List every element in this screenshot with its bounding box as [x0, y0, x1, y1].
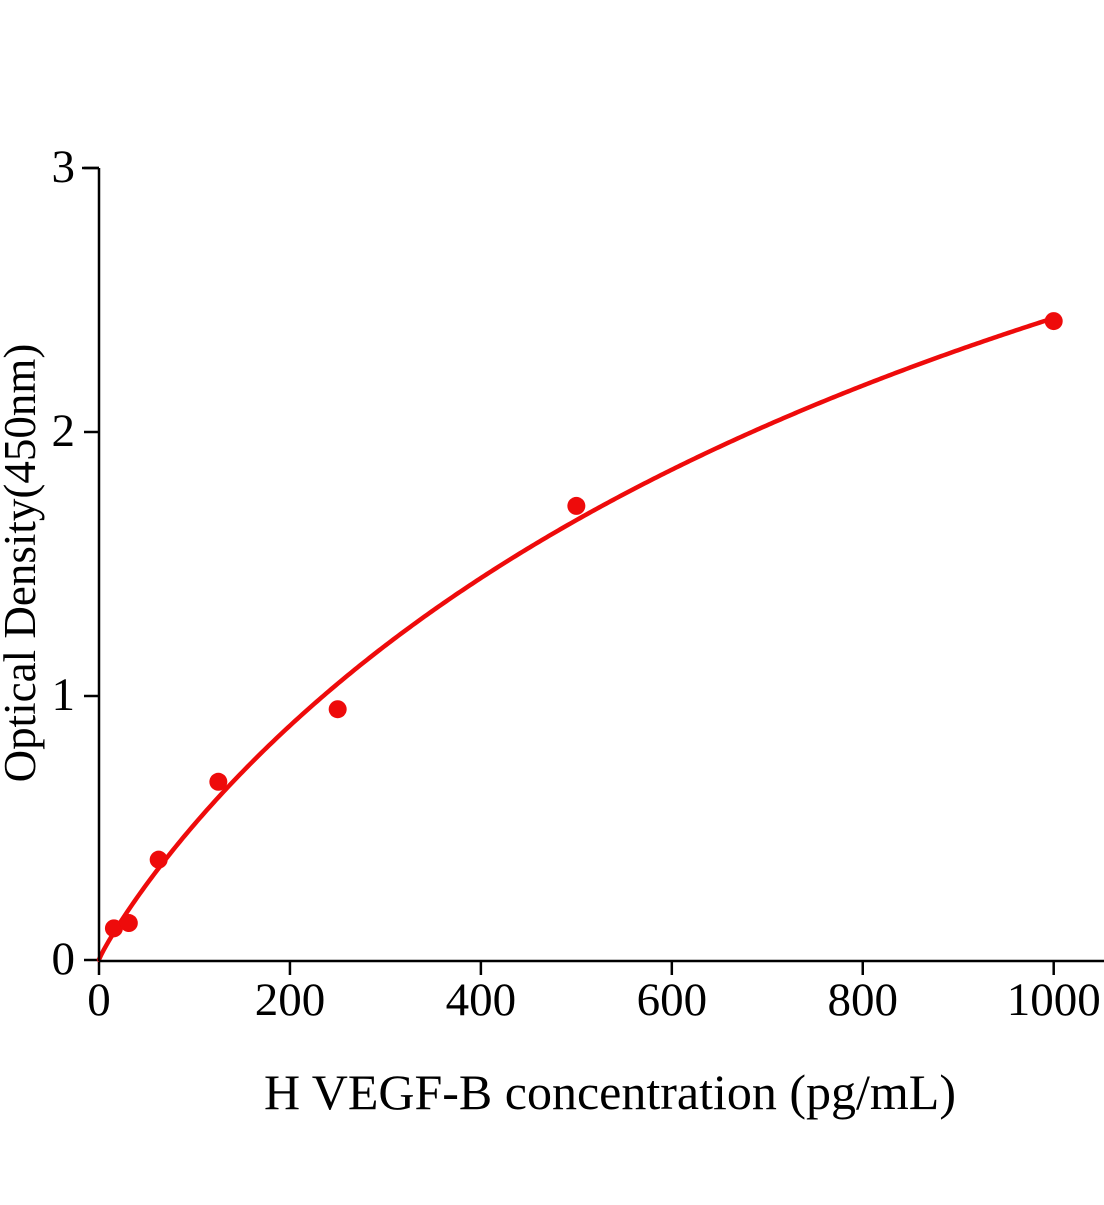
svg-text:0: 0 — [87, 974, 111, 1026]
svg-text:1000: 1000 — [1007, 974, 1101, 1026]
svg-text:800: 800 — [828, 974, 899, 1026]
svg-text:H VEGF-B concentration (pg/mL): H VEGF-B concentration (pg/mL) — [264, 1064, 956, 1120]
svg-text:Optical Density(450nm): Optical Density(450nm) — [0, 344, 45, 783]
svg-text:2: 2 — [52, 405, 76, 457]
svg-text:0: 0 — [52, 933, 76, 985]
svg-text:600: 600 — [637, 974, 708, 1026]
svg-text:400: 400 — [446, 974, 517, 1026]
svg-text:1: 1 — [52, 669, 76, 721]
svg-text:200: 200 — [255, 974, 326, 1026]
svg-text:3: 3 — [52, 141, 76, 193]
